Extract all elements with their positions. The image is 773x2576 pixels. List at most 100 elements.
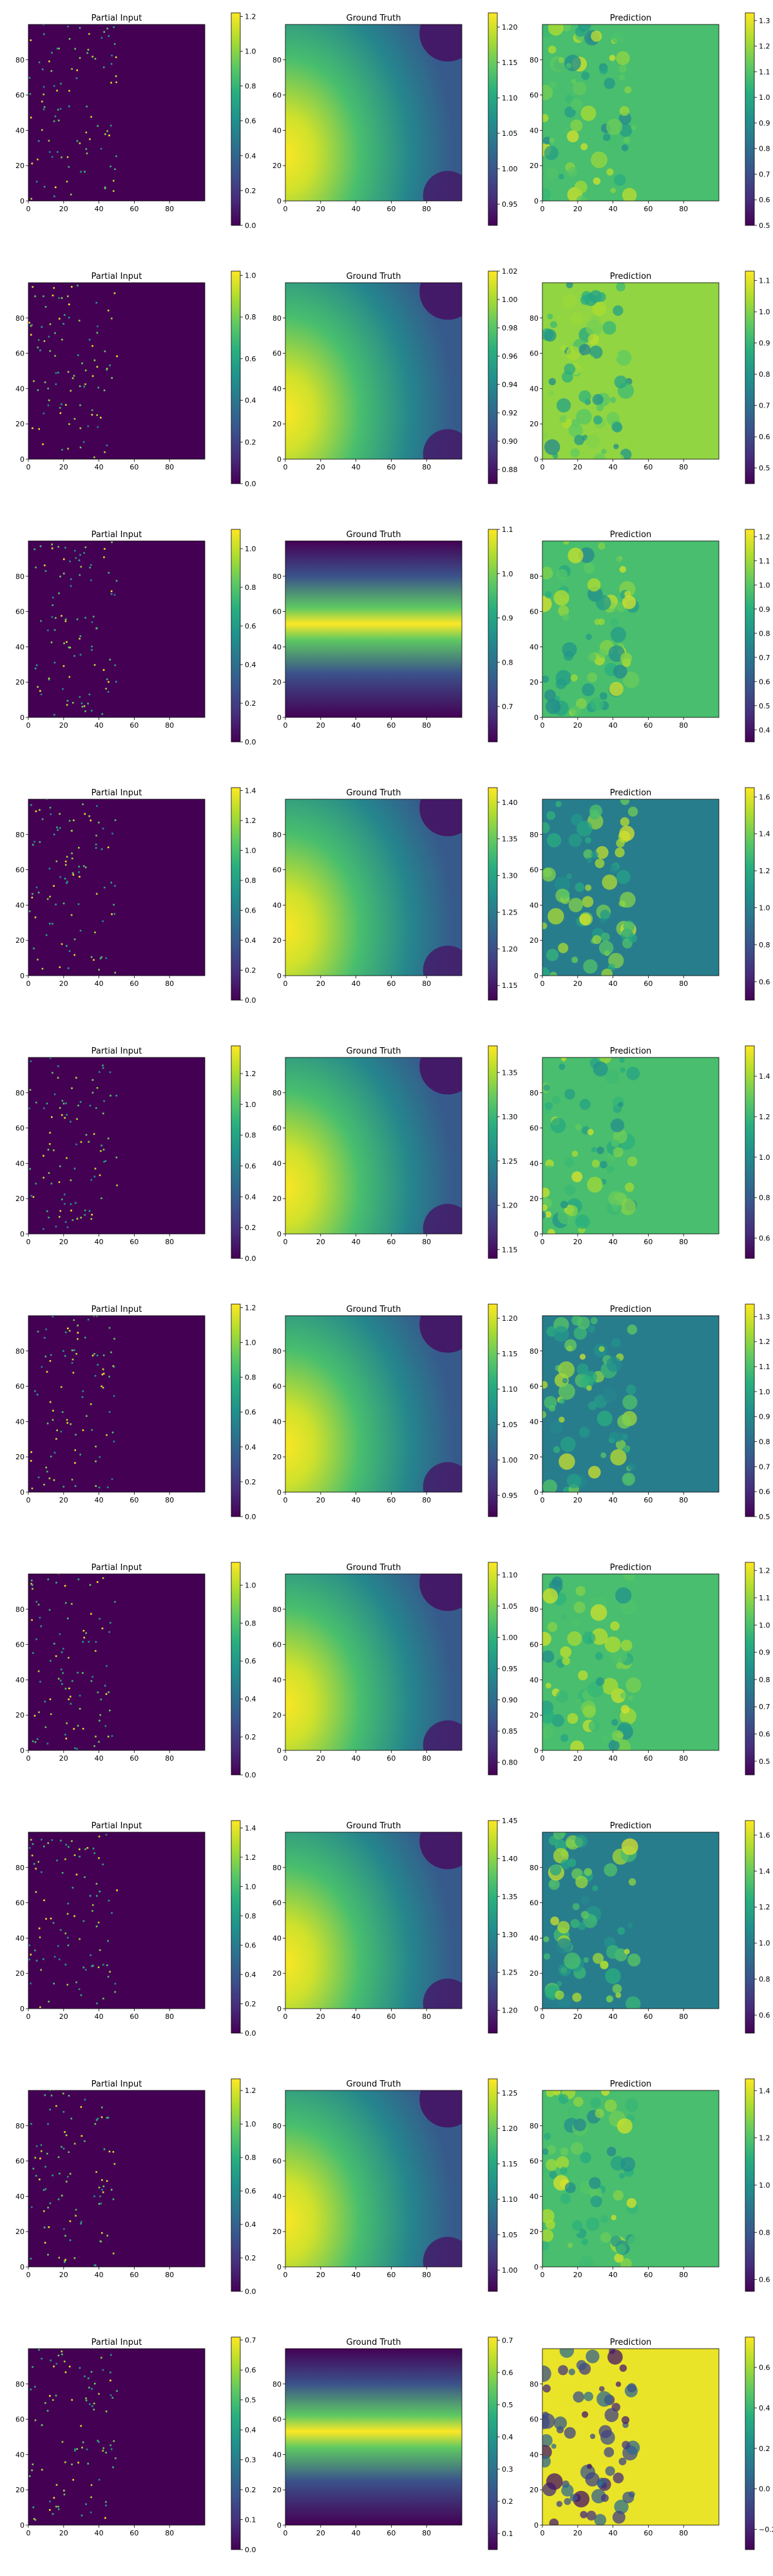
sample-point xyxy=(86,52,88,54)
x-tick-label: 40 xyxy=(95,463,104,471)
colorbar-tick-label: 1.05 xyxy=(502,1602,518,1611)
sample-point xyxy=(96,805,98,807)
sample-point xyxy=(64,2260,66,2262)
sample-point xyxy=(75,2208,77,2211)
heatmap-area xyxy=(28,2090,205,2267)
sample-point xyxy=(68,316,70,319)
x-tick-label: 20 xyxy=(59,2271,68,2279)
sample-point xyxy=(61,615,62,617)
x-tick-label: 0 xyxy=(283,721,288,730)
prediction-patch xyxy=(604,2099,617,2112)
sample-point xyxy=(37,686,39,688)
x-tick-label: 0 xyxy=(26,205,31,213)
sample-point xyxy=(98,2392,100,2395)
sample-point xyxy=(59,1107,61,1109)
y-tick-label: 80 xyxy=(15,1864,24,1872)
sample-point xyxy=(59,2172,61,2175)
y-tick-label: 40 xyxy=(530,901,539,909)
prediction-patch xyxy=(581,2411,589,2418)
y-tick-label: 80 xyxy=(530,2380,539,2389)
colorbar-gradient xyxy=(488,1303,498,1517)
prediction-patch xyxy=(616,283,625,292)
sample-point xyxy=(111,317,113,319)
sample-point xyxy=(41,1839,43,1841)
sample-point xyxy=(31,1584,33,1586)
sample-point xyxy=(67,295,69,298)
prediction-patch xyxy=(556,2501,563,2507)
prediction-patch xyxy=(586,857,593,864)
x-tick-label: 20 xyxy=(316,2529,325,2537)
colorbar-tick-label: 0.8 xyxy=(245,1132,256,1140)
heatmap-area xyxy=(285,1574,462,1750)
prediction-patch xyxy=(586,2349,600,2363)
colorbar-gradient xyxy=(231,12,241,226)
sample-point xyxy=(79,142,81,144)
prediction-patch xyxy=(567,1713,578,1724)
sample-point xyxy=(57,1065,59,1067)
sample-point xyxy=(43,108,45,111)
sample-point xyxy=(62,1103,65,1104)
sample-point xyxy=(70,585,72,587)
heatmap-background xyxy=(28,541,205,717)
x-tick-label: 40 xyxy=(609,1496,618,1504)
subplot-title: Ground Truth xyxy=(347,1305,401,1314)
axes-frame xyxy=(285,1057,463,1235)
sample-point xyxy=(57,1574,60,1575)
sample-point xyxy=(113,2440,115,2442)
sample-point xyxy=(52,1922,55,1924)
prediction-patch xyxy=(553,2416,568,2430)
sample-point xyxy=(56,48,59,50)
sample-point xyxy=(96,366,99,368)
field-peak xyxy=(285,1574,462,1750)
x-tick-label: 20 xyxy=(573,2529,582,2537)
sample-point xyxy=(54,355,56,357)
sample-point xyxy=(58,2508,60,2510)
prediction-patch xyxy=(593,177,601,185)
heatmap-area xyxy=(285,799,462,976)
prediction-patch xyxy=(542,2209,555,2224)
sample-point xyxy=(48,1143,51,1145)
prediction-patch xyxy=(600,2215,609,2223)
x-tick-label: 80 xyxy=(422,1238,431,1246)
prediction-patch xyxy=(580,106,596,121)
prediction-patch xyxy=(615,1587,632,1604)
prediction-patch xyxy=(608,1191,624,1207)
x-tick-label: 0 xyxy=(540,2012,545,2021)
x-tick-label: 20 xyxy=(573,2271,582,2279)
sample-point xyxy=(45,934,48,936)
sample-point xyxy=(53,195,55,198)
panel-10-3: Prediction020406080020406080−0.20.00.20.… xyxy=(530,2336,773,2550)
sample-point xyxy=(71,1840,73,1842)
prediction-patch xyxy=(578,390,591,403)
sample-point xyxy=(46,1103,48,1104)
axes-frame xyxy=(285,282,463,460)
sample-point xyxy=(55,904,57,905)
sample-point xyxy=(95,2119,98,2121)
x-tick-label: 60 xyxy=(129,980,138,988)
sample-point xyxy=(68,1330,71,1332)
prediction-patch xyxy=(593,453,606,459)
sample-point xyxy=(105,957,108,960)
sample-point xyxy=(97,1921,100,1924)
y-tick-label: 80 xyxy=(15,831,24,839)
sample-point xyxy=(102,1863,104,1866)
sample-point xyxy=(50,1182,53,1185)
sample-point xyxy=(79,1848,81,1850)
sample-point xyxy=(41,818,44,820)
prediction-patch xyxy=(570,1918,580,1929)
sample-point xyxy=(66,704,68,706)
sample-point xyxy=(66,1722,68,1725)
x-tick-label: 0 xyxy=(283,980,288,988)
sample-point xyxy=(28,1107,30,1110)
axes-frame xyxy=(28,2348,205,2526)
sample-point xyxy=(93,456,95,459)
x-tick-label: 40 xyxy=(352,205,361,213)
axes-frame xyxy=(542,540,720,718)
sample-point xyxy=(82,1728,84,1730)
sample-point xyxy=(93,2195,95,2197)
colorbar-tick-label: 0.0 xyxy=(245,1771,256,1779)
colorbar-tick-label: 1.20 xyxy=(502,2007,518,2015)
sample-point xyxy=(116,1184,118,1186)
x-tick-label: 80 xyxy=(422,980,431,988)
